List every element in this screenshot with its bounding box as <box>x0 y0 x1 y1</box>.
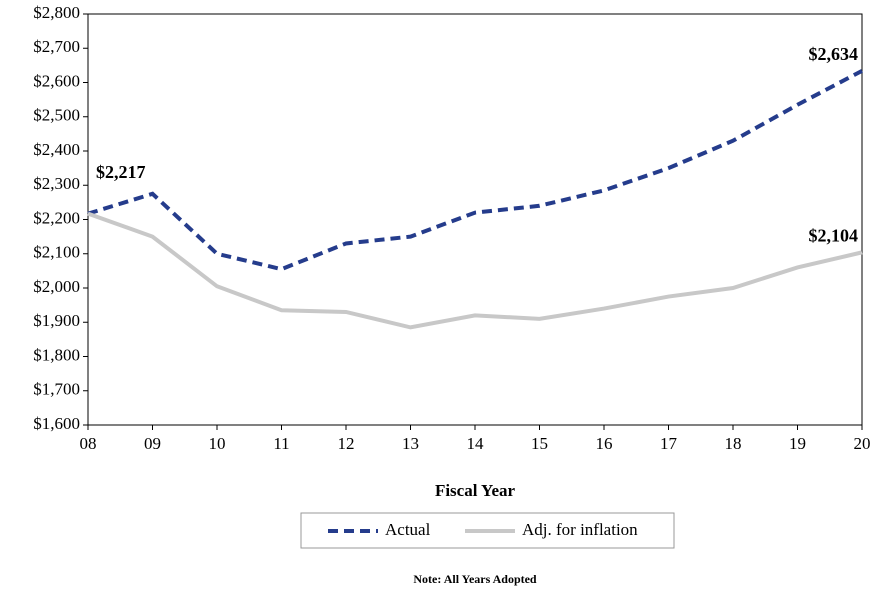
legend-label: Actual <box>385 520 431 539</box>
x-tick-label: 16 <box>596 434 613 453</box>
x-tick-label: 15 <box>531 434 548 453</box>
x-tick-label: 20 <box>854 434 871 453</box>
x-tick-label: 13 <box>402 434 419 453</box>
x-tick-label: 19 <box>789 434 806 453</box>
y-tick-label: $1,700 <box>33 380 80 399</box>
y-tick-label: $2,400 <box>33 140 80 159</box>
x-tick-label: 17 <box>660 434 678 453</box>
y-tick-label: $2,500 <box>33 106 80 125</box>
x-tick-label: 10 <box>209 434 226 453</box>
y-tick-label: $1,800 <box>33 345 80 364</box>
series-line <box>87 211 863 330</box>
plot-frame <box>87 13 863 426</box>
data-label: $2,217 <box>96 162 146 182</box>
x-tick-label: 08 <box>80 434 97 453</box>
x-tick-label: 09 <box>144 434 161 453</box>
legend-label: Adj. for inflation <box>522 520 638 539</box>
y-tick-label: $2,100 <box>33 243 80 262</box>
y-tick-label: $1,900 <box>33 311 80 330</box>
y-tick-label: $2,700 <box>33 37 80 56</box>
y-tick-label: $2,200 <box>33 208 80 227</box>
x-tick-label: 18 <box>725 434 742 453</box>
x-axis-title: Fiscal Year <box>435 481 516 500</box>
data-label: $2,634 <box>809 44 859 64</box>
x-tick-label: 14 <box>467 434 485 453</box>
x-tick-label: 11 <box>273 434 289 453</box>
series-line <box>87 69 863 272</box>
x-tick-label: 12 <box>338 434 355 453</box>
data-label: $2,104 <box>809 226 859 246</box>
y-tick-label: $2,600 <box>33 71 80 90</box>
y-tick-label: $2,000 <box>33 277 80 296</box>
y-tick-label: $2,300 <box>33 174 80 193</box>
note: Note: All Years Adopted <box>413 572 537 586</box>
y-tick-label: $1,600 <box>33 414 80 433</box>
y-tick-label: $2,800 <box>33 3 80 22</box>
